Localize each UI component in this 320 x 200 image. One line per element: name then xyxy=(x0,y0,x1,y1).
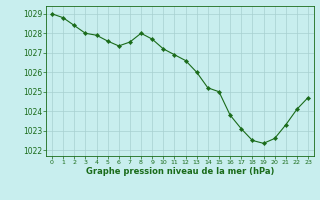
X-axis label: Graphe pression niveau de la mer (hPa): Graphe pression niveau de la mer (hPa) xyxy=(86,167,274,176)
